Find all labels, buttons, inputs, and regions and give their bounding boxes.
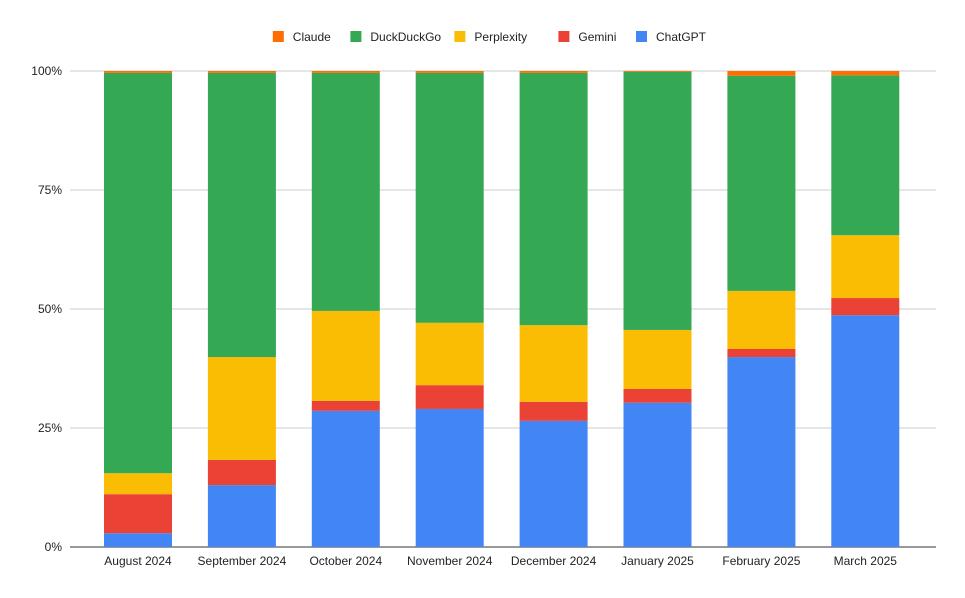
legend-label: DuckDuckGo — [370, 30, 441, 44]
bar-segment-duckduckgo — [519, 72, 588, 326]
bar-segment-claude — [623, 71, 692, 72]
x-tick-label: January 2025 — [621, 554, 694, 568]
bar-segment-gemini — [311, 400, 380, 411]
bar-segment-chatgpt — [519, 420, 588, 547]
bar-segment-chatgpt — [415, 408, 484, 547]
bar-segment-duckduckgo — [207, 72, 276, 358]
x-tick-label: February 2025 — [722, 554, 800, 568]
bar-segment-perplexity — [207, 357, 276, 460]
bar-segment-chatgpt — [727, 357, 796, 547]
bar-segment-perplexity — [727, 290, 796, 349]
legend-swatch-chatgpt — [636, 31, 647, 42]
bar-segment-perplexity — [104, 473, 172, 495]
x-tick-label: December 2024 — [511, 554, 597, 568]
bar-segment-duckduckgo — [831, 75, 900, 236]
bar-segment-duckduckgo — [104, 72, 172, 474]
bar-segment-gemini — [415, 385, 484, 409]
legend-swatch-duckduckgo — [350, 31, 362, 42]
bar-segment-claude — [831, 71, 900, 76]
legend-label: ChatGPT — [656, 30, 707, 44]
y-tick-label: 50% — [38, 302, 62, 316]
legend-swatch-perplexity — [454, 31, 466, 42]
legend-label: Claude — [293, 30, 331, 44]
x-tick-label: September 2024 — [198, 554, 287, 568]
bar-segment-claude — [415, 71, 484, 73]
bar-segment-chatgpt — [623, 402, 692, 547]
bar-segment-gemini — [623, 388, 692, 403]
legend-label: Gemini — [578, 30, 616, 44]
y-tick-label: 75% — [38, 183, 62, 197]
x-tick-label: March 2025 — [834, 554, 898, 568]
y-tick-label: 100% — [31, 64, 62, 78]
bar-segment-duckduckgo — [415, 72, 484, 323]
bar-segment-duckduckgo — [727, 75, 796, 291]
bar-segment-perplexity — [415, 322, 484, 386]
bar-segment-chatgpt — [104, 533, 172, 547]
bar-segment-claude — [207, 71, 276, 73]
bar-segment-gemini — [831, 298, 900, 316]
x-tick-label: November 2024 — [407, 554, 493, 568]
x-tick-label: August 2024 — [104, 554, 172, 568]
y-tick-label: 25% — [38, 421, 62, 435]
bar-segment-chatgpt — [831, 315, 900, 547]
legend-swatch-gemini — [558, 31, 570, 42]
legend-label: Perplexity — [474, 30, 527, 44]
bar-segment-chatgpt — [311, 410, 380, 547]
bar-segment-perplexity — [519, 325, 588, 402]
bar-segment-claude — [104, 71, 172, 73]
bar-segment-duckduckgo — [623, 71, 692, 330]
bar-segment-perplexity — [311, 310, 380, 401]
bar-segment-gemini — [727, 348, 796, 358]
bar-segment-claude — [519, 71, 588, 73]
bar-segment-perplexity — [831, 235, 900, 299]
bar-segment-gemini — [104, 494, 172, 534]
bar-segment-duckduckgo — [311, 72, 380, 311]
y-tick-label: 0% — [45, 540, 63, 554]
bar-segment-chatgpt — [207, 485, 276, 547]
x-tick-label: October 2024 — [309, 554, 382, 568]
bar-segment-gemini — [519, 401, 588, 421]
legend-swatch-claude — [272, 31, 284, 42]
bar-segment-gemini — [207, 459, 276, 486]
bar-segment-claude — [727, 71, 796, 76]
bar-segment-perplexity — [623, 329, 692, 389]
bar-segment-claude — [311, 71, 380, 73]
